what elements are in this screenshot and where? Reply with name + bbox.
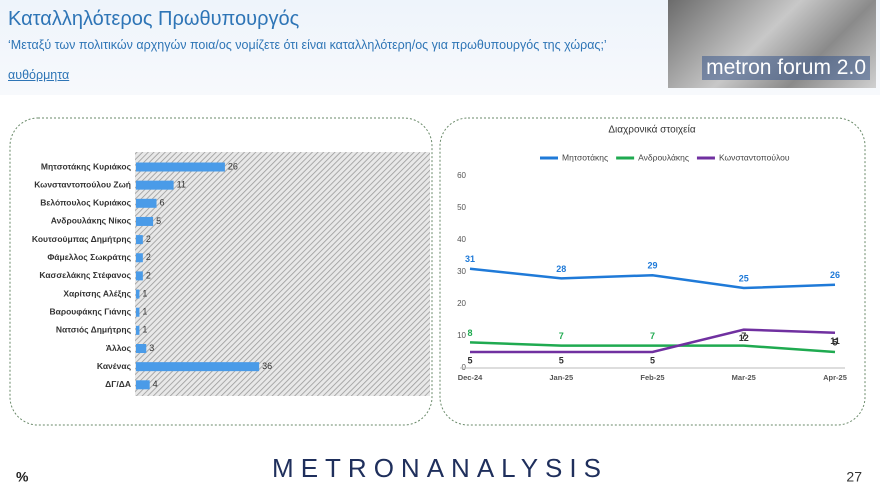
data-label: 29 bbox=[647, 261, 657, 271]
y-tick-label: 60 bbox=[457, 171, 466, 180]
category-label: Βελόπουλος Κυριάκος bbox=[40, 198, 131, 208]
data-label: 5 bbox=[559, 355, 564, 365]
bar bbox=[136, 271, 143, 281]
data-label: 8 bbox=[467, 328, 472, 338]
bar bbox=[136, 216, 154, 226]
bar bbox=[136, 362, 260, 372]
note: αυθόρμητα bbox=[8, 68, 70, 82]
y-tick-label: 50 bbox=[457, 203, 466, 212]
data-label: 1 bbox=[142, 325, 147, 335]
category-label: ΔΓ/ΔΑ bbox=[105, 379, 131, 389]
header: Καταλληλότερος Πρωθυπουργός ‘Μεταξύ των … bbox=[0, 0, 880, 95]
category-label: Ανδρουλάκης Νίκος bbox=[51, 216, 132, 226]
category-label: Βαρουφάκης Γιάνης bbox=[49, 306, 131, 316]
data-label: 7 bbox=[650, 331, 655, 341]
category-label: Φάμελλος Σωκράτης bbox=[47, 252, 131, 262]
data-label: 11 bbox=[830, 336, 840, 346]
data-label: 1 bbox=[142, 307, 147, 317]
logo: metron forum 2.0 bbox=[668, 0, 876, 88]
bar bbox=[136, 253, 143, 263]
bar bbox=[136, 307, 140, 317]
bar bbox=[136, 289, 140, 299]
data-label: 5 bbox=[832, 337, 837, 347]
x-tick-label: Feb-25 bbox=[640, 373, 664, 382]
data-label: 26 bbox=[830, 270, 840, 280]
legend-label: Κωνσταντοπούλου bbox=[719, 152, 790, 162]
y-tick-label: 30 bbox=[457, 267, 466, 276]
data-label: 26 bbox=[228, 161, 238, 171]
bar bbox=[136, 180, 174, 190]
data-label: 5 bbox=[650, 355, 655, 365]
data-label: 25 bbox=[739, 273, 749, 283]
category-label: Κανένας bbox=[97, 361, 132, 371]
data-label: 12 bbox=[739, 333, 749, 343]
data-label: 31 bbox=[465, 254, 475, 264]
y-tick-label: 10 bbox=[457, 331, 466, 340]
bar bbox=[136, 380, 150, 390]
page-number: 27 bbox=[846, 469, 862, 485]
series-line bbox=[469, 267, 836, 290]
data-label: 28 bbox=[556, 264, 566, 274]
y-tick-label: 40 bbox=[457, 235, 466, 244]
subtitle: ‘Μεταξύ των πολιτικών αρχηγών ποια/ος νο… bbox=[8, 38, 607, 52]
series-line bbox=[469, 341, 836, 354]
category-label: Χαρίτσης Αλέξης bbox=[63, 288, 131, 298]
legend-label: Ανδρουλάκης bbox=[638, 152, 689, 162]
title: Καταλληλότερος Πρωθυπουργός bbox=[8, 8, 300, 30]
bar bbox=[136, 198, 157, 208]
data-label: 36 bbox=[262, 361, 272, 371]
data-label: 2 bbox=[146, 252, 151, 262]
series-line bbox=[470, 328, 836, 354]
category-label: Κασσελάκης Στέφανος bbox=[39, 270, 131, 280]
category-label: Κουτσούμπας Δημήτρης bbox=[32, 234, 132, 244]
legend-label: Μητσοτάκης bbox=[562, 152, 608, 162]
x-tick-label: Jan-25 bbox=[549, 373, 573, 382]
category-label: Κωνσταντοπούλου Ζωή bbox=[34, 179, 131, 189]
data-label: 1 bbox=[142, 288, 147, 298]
x-tick-label: Mar-25 bbox=[732, 373, 756, 382]
data-label: 2 bbox=[146, 234, 151, 244]
bar bbox=[136, 162, 225, 172]
unit: % bbox=[16, 469, 29, 485]
data-label: 3 bbox=[149, 343, 154, 353]
data-label: 5 bbox=[156, 216, 161, 226]
plot-background bbox=[135, 152, 430, 396]
bar bbox=[136, 235, 143, 245]
x-tick-label: Apr-25 bbox=[823, 373, 847, 382]
bar bbox=[136, 325, 140, 335]
data-label: 7 bbox=[559, 331, 564, 341]
logo-text: metron forum 2.0 bbox=[702, 56, 870, 80]
category-label: Άλλος bbox=[106, 343, 132, 353]
y-tick-label: 20 bbox=[457, 299, 466, 308]
category-label: Μητσοτάκης Κυριάκος bbox=[41, 161, 132, 171]
data-label: 2 bbox=[146, 270, 151, 280]
data-label: 5 bbox=[467, 355, 472, 365]
data-label: 7 bbox=[741, 331, 746, 341]
data-label: 6 bbox=[160, 198, 165, 208]
data-label: 11 bbox=[177, 180, 186, 190]
bar bbox=[136, 344, 147, 353]
panel bbox=[439, 117, 866, 426]
panel bbox=[9, 117, 433, 426]
data-label: 4 bbox=[153, 379, 158, 389]
category-label: Νατσιός Δημήτρης bbox=[56, 325, 132, 335]
brand: METRONANALYSIS bbox=[272, 453, 608, 483]
chart-title: Διαχρονικά στοιχεία bbox=[608, 124, 696, 136]
x-tick-label: Dec-24 bbox=[458, 373, 483, 382]
